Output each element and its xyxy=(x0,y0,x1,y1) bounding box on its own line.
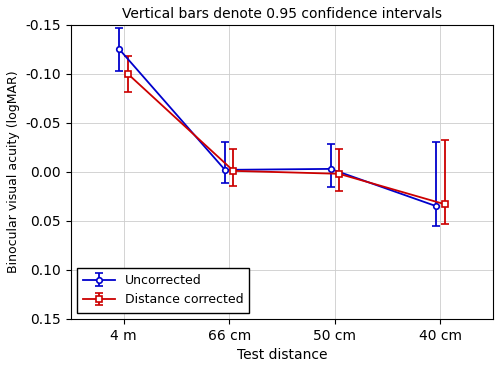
Y-axis label: Binocular visual acuity (logMAR): Binocular visual acuity (logMAR) xyxy=(7,70,20,273)
X-axis label: Test distance: Test distance xyxy=(236,348,327,362)
Legend: Uncorrected, Distance corrected: Uncorrected, Distance corrected xyxy=(77,268,250,313)
Title: Vertical bars denote 0.95 confidence intervals: Vertical bars denote 0.95 confidence int… xyxy=(122,7,442,21)
